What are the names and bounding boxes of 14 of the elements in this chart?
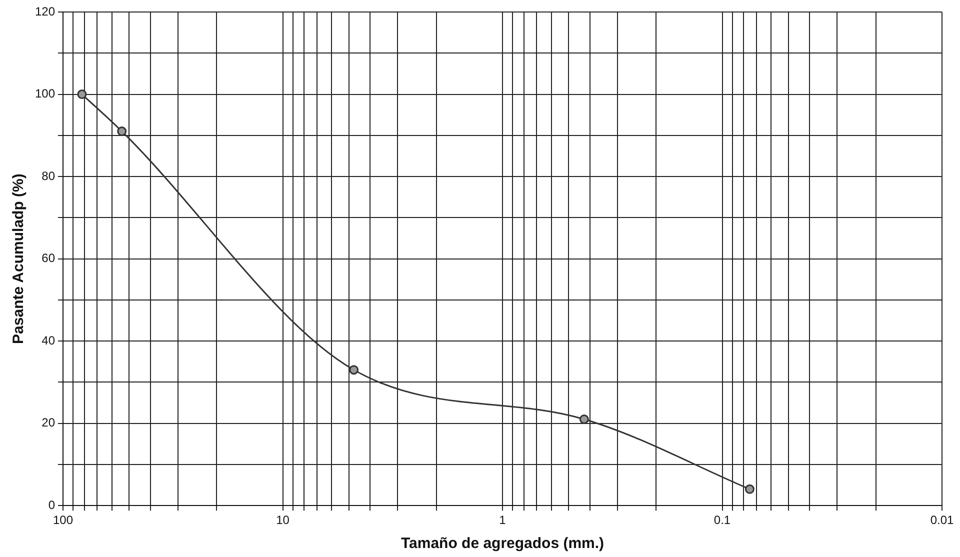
x-tick-label: 0.1 xyxy=(714,513,731,528)
y-tick-label: 0 xyxy=(48,498,56,512)
y-tick-label: 120 xyxy=(34,4,56,18)
x-tick-label: 0.01 xyxy=(930,513,954,528)
x-tick-label: 10 xyxy=(276,513,290,528)
y-tick-label: 60 xyxy=(42,251,56,266)
x-axis-title: Tamaño de agregados (mm.) xyxy=(400,535,604,552)
y-tick-label: 20 xyxy=(42,416,56,430)
y-tick-label: 40 xyxy=(42,333,56,348)
y-tick-label: 80 xyxy=(42,168,56,183)
y-axis-title: Pasante Acumuladp (%) xyxy=(10,174,28,344)
y-tick-label: 100 xyxy=(34,86,56,101)
x-tick-label: 100 xyxy=(53,513,74,528)
x-tick-label: 1 xyxy=(499,513,506,528)
